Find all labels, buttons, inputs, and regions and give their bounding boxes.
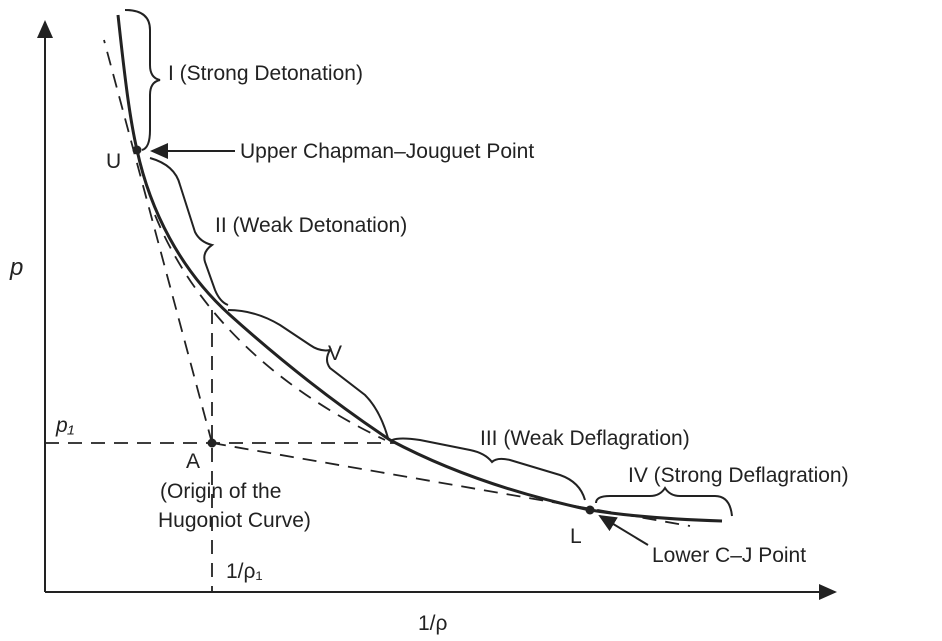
lower-cj-arrow <box>598 514 649 546</box>
brace-iv <box>595 486 733 517</box>
origin-label: Hugoniot Curve) <box>158 509 311 532</box>
point-u-label: U <box>106 150 121 173</box>
y-axis-label: p <box>9 254 23 281</box>
p1-label: p₁ <box>55 414 75 437</box>
upper-cj-label: Upper Chapman–Jouguet Point <box>240 140 534 163</box>
point-a-label: A <box>186 450 200 473</box>
point-a <box>207 438 217 448</box>
region-iii-label: III (Weak Deflagration) <box>480 427 690 450</box>
upper-rayleigh-line <box>103 39 213 444</box>
dashed-curve <box>154 214 386 441</box>
brace-ii <box>149 157 229 306</box>
v1-label: 1/ρ₁ <box>226 560 263 583</box>
point-l-label: L <box>570 525 582 548</box>
lower-cj-label: Lower C–J Point <box>652 544 806 567</box>
brace-i <box>124 9 161 151</box>
brace-iii <box>391 437 586 501</box>
region-i-label: I (Strong Detonation) <box>168 62 363 85</box>
point-u <box>132 145 142 155</box>
point-l <box>585 505 595 515</box>
region-iv-label: IV (Strong Deflagration) <box>628 464 849 487</box>
origin-label: (Origin of the <box>160 480 281 503</box>
region-v-label: V <box>328 342 342 365</box>
brace-v <box>227 309 389 439</box>
region-ii-label: II (Weak Detonation) <box>215 214 407 237</box>
x-axis-label: 1/ρ <box>418 612 448 635</box>
